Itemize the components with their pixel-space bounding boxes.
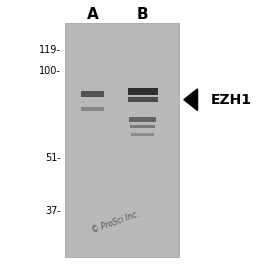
Text: EZH1: EZH1 (211, 93, 252, 107)
Text: 37-: 37- (45, 206, 61, 217)
FancyBboxPatch shape (81, 107, 104, 111)
FancyBboxPatch shape (81, 91, 104, 97)
Text: B: B (137, 7, 149, 22)
Text: A: A (87, 7, 99, 22)
FancyBboxPatch shape (131, 133, 154, 136)
Polygon shape (184, 89, 198, 110)
Text: 51-: 51- (45, 153, 61, 163)
FancyBboxPatch shape (128, 97, 158, 102)
Text: © ProSci Inc.: © ProSci Inc. (91, 209, 140, 235)
FancyBboxPatch shape (130, 125, 155, 128)
Text: 119-: 119- (39, 45, 61, 55)
FancyBboxPatch shape (128, 88, 158, 95)
Text: 100-: 100- (39, 66, 61, 76)
FancyBboxPatch shape (129, 118, 156, 122)
FancyBboxPatch shape (65, 23, 179, 257)
